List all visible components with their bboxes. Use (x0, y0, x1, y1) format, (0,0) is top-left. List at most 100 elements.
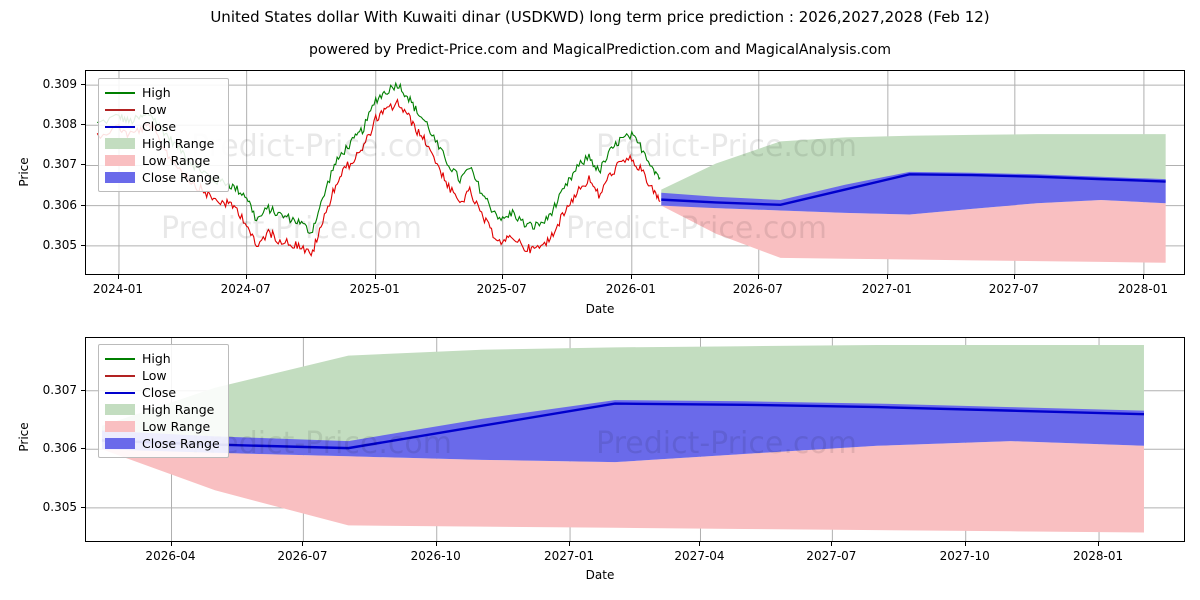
legend-item-low-range: Low Range (105, 418, 220, 435)
legend-item-high-range: High Range (105, 135, 220, 152)
legend-item-label: Low (142, 368, 167, 383)
bottom-x-axis-label: Date (585, 568, 615, 582)
x-tick-mark (245, 275, 247, 279)
legend-patch-swatch (105, 138, 135, 149)
x-tick-label: 2024-07 (220, 282, 271, 296)
bottom-y-axis-label: Price (17, 422, 31, 452)
y-tick-mark (81, 448, 85, 450)
y-tick-label: 0.307 (42, 382, 77, 397)
x-tick-label: 2027-07 (806, 549, 857, 563)
legend-item-low: Low (105, 101, 220, 118)
legend-item-label: Low Range (142, 419, 211, 434)
y-tick-mark (81, 124, 85, 126)
x-tick-mark (1013, 275, 1015, 279)
legend-item-label: High Range (142, 402, 215, 417)
legend-patch-swatch (105, 421, 135, 432)
y-tick-mark (81, 204, 85, 206)
legend-item-high: High (105, 350, 220, 367)
y-tick-label: 0.307 (42, 157, 77, 172)
x-tick-mark (569, 542, 571, 546)
legend-item-label: Close (142, 119, 177, 134)
legend-line-swatch (105, 357, 135, 360)
x-tick-label: 2026-07 (277, 549, 328, 563)
page-subtitle: powered by Predict-Price.com and Magical… (309, 42, 891, 58)
x-tick-mark (757, 275, 759, 279)
x-tick-label: 2027-01 (861, 282, 912, 296)
bottom-chart-svg (86, 338, 1184, 541)
y-tick-mark (81, 84, 85, 86)
legend-item-label: Low Range (142, 153, 211, 168)
y-tick-label: 0.306 (42, 441, 77, 456)
x-tick-mark (501, 275, 503, 279)
x-tick-label: 2026-01 (605, 282, 656, 296)
legend-line-swatch (105, 91, 135, 94)
y-tick-label: 0.308 (42, 117, 77, 132)
legend-item-close-range: Close Range (105, 169, 220, 186)
legend-line-swatch (105, 391, 135, 394)
bottom-legend: High Low Close High Range Low Range Close Ran… (98, 344, 229, 458)
high-range-band (661, 134, 1166, 205)
legend-item-label: Close Range (142, 436, 220, 451)
legend-line-swatch (105, 125, 135, 128)
x-tick-label: 2024-01 (92, 282, 144, 296)
top-chart-svg (86, 71, 1184, 274)
legend-patch-swatch (105, 155, 135, 166)
x-tick-mark (831, 542, 833, 546)
x-tick-label: 2026-04 (145, 549, 196, 563)
x-tick-mark (1142, 275, 1144, 279)
top-legend: High Low Close High Range Low Range Close Ran… (98, 78, 229, 192)
page-title: United States dollar With Kuwaiti dinar … (210, 8, 990, 26)
x-tick-label: 2027-07 (988, 282, 1039, 296)
close-forecast-line (661, 173, 1166, 207)
x-tick-mark (886, 275, 888, 279)
legend-item-high: High (105, 84, 220, 101)
low-range-band (661, 200, 1166, 263)
legend-patch-swatch (105, 438, 135, 449)
legend-line-swatch (105, 374, 135, 377)
legend-item-label: Close (142, 385, 177, 400)
legend-item-high-range: High Range (105, 401, 220, 418)
legend-item-low: Low (105, 367, 220, 384)
x-tick-label: 2027-04 (674, 549, 725, 563)
x-tick-mark (302, 542, 304, 546)
x-tick-label: 2027-10 (939, 549, 990, 563)
y-tick-mark (81, 389, 85, 391)
x-tick-mark (435, 542, 437, 546)
legend-item-label: High (142, 85, 171, 100)
x-tick-label: 2026-07 (732, 282, 783, 296)
top-x-axis-label: Date (585, 302, 615, 316)
x-tick-label: 2027-01 (543, 549, 595, 563)
x-tick-mark (964, 542, 966, 546)
legend-item-close-range: Close Range (105, 435, 220, 452)
legend-item-close: Close (105, 118, 220, 135)
x-tick-mark (630, 275, 632, 279)
y-tick-label: 0.309 (42, 77, 77, 92)
x-tick-mark (374, 275, 376, 279)
low-range-band (101, 441, 1144, 533)
legend-item-low-range: Low Range (105, 152, 220, 169)
x-tick-label: 2025-07 (476, 282, 527, 296)
legend-line-swatch (105, 108, 135, 111)
y-tick-label: 0.305 (42, 237, 77, 252)
legend-item-label: High Range (142, 136, 215, 151)
legend-item-label: High (142, 351, 171, 366)
y-tick-label: 0.306 (42, 197, 77, 212)
x-tick-mark (1098, 542, 1100, 546)
y-tick-mark (81, 244, 85, 246)
legend-patch-swatch (105, 172, 135, 183)
y-tick-mark (81, 506, 85, 508)
close-forecast-line (101, 402, 1145, 450)
x-tick-label: 2026-10 (410, 549, 461, 563)
y-tick-label: 0.305 (42, 499, 77, 514)
x-tick-mark (117, 275, 119, 279)
legend-item-close: Close (105, 384, 220, 401)
x-tick-label: 2028-01 (1072, 549, 1124, 563)
legend-item-label: Close Range (142, 170, 220, 185)
x-tick-label: 2028-01 (1117, 282, 1168, 296)
legend-item-label: Low (142, 102, 167, 117)
top-y-axis-label: Price (17, 157, 31, 187)
top-plot-frame: Predict-Price.com Predict-Price.com Pred… (85, 70, 1185, 275)
bottom-plot-frame: Predict-Price.com Predict-Price.com (85, 337, 1185, 542)
high-range-band (101, 345, 1144, 449)
